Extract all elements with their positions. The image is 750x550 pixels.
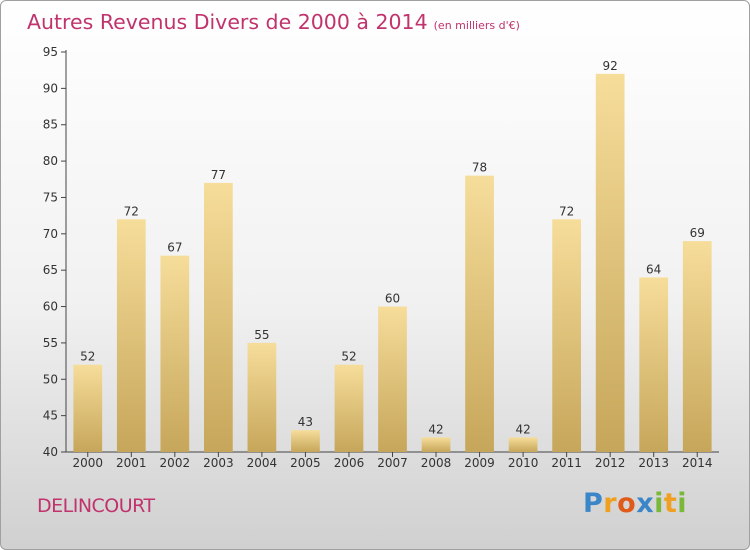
bar (421, 437, 451, 452)
x-tick-label: 2004 (247, 456, 278, 470)
data-label: 52 (80, 350, 95, 364)
y-tick-label: 80 (43, 154, 58, 168)
data-label: 42 (515, 422, 530, 436)
bar (378, 306, 407, 452)
data-label: 64 (646, 262, 661, 276)
x-tick-label: 2013 (638, 456, 669, 470)
y-tick-label: 90 (43, 81, 58, 95)
bar (247, 342, 277, 452)
data-label: 72 (559, 204, 574, 218)
data-label: 78 (472, 161, 487, 175)
bar (204, 182, 233, 452)
data-label: 55 (254, 328, 269, 342)
x-tick-label: 2010 (508, 456, 539, 470)
x-tick-label: 2006 (334, 456, 365, 470)
logo-letter: i (677, 488, 688, 519)
y-tick-label: 65 (43, 263, 58, 277)
x-tick-label: 2007 (377, 456, 408, 470)
x-tick-label: 2008 (421, 456, 452, 470)
x-tick-label: 2001 (116, 456, 147, 470)
y-tick-label: 70 (43, 227, 58, 241)
chart-subtitle: (en milliers d'€) (433, 19, 520, 32)
y-tick-label: 40 (43, 445, 58, 459)
x-tick-label: 2009 (464, 456, 495, 470)
logo-letter: P (583, 488, 604, 519)
bar (595, 73, 625, 453)
x-tick-label: 2011 (551, 456, 582, 470)
data-label: 69 (690, 226, 705, 240)
bar (116, 219, 146, 452)
commune-name: DELINCOURT (37, 495, 155, 517)
data-label: 42 (428, 422, 443, 436)
y-tick-label: 60 (43, 300, 58, 314)
logo-letter: t (663, 488, 678, 519)
y-tick-label: 75 (43, 190, 58, 204)
data-label: 72 (124, 204, 139, 218)
logo-letter: i (654, 488, 664, 519)
bar (682, 241, 712, 452)
data-label: 43 (298, 415, 313, 429)
data-label: 67 (167, 241, 182, 255)
data-label: 60 (385, 292, 400, 306)
proxiti-logo: Proxiti (583, 488, 687, 519)
chart-title-text: Autres Revenus Divers de 2000 à 2014 (27, 10, 428, 34)
y-tick-label: 95 (43, 45, 58, 59)
y-tick-label: 50 (43, 372, 58, 386)
x-tick-label: 2002 (160, 456, 191, 470)
data-label: 77 (211, 168, 226, 182)
logo-letter: x (636, 488, 655, 519)
chart-title: Autres Revenus Divers de 2000 à 2014 (en … (27, 10, 520, 34)
logo-letter: r (603, 488, 618, 519)
x-tick-label: 2012 (595, 456, 626, 470)
bar (291, 430, 320, 452)
y-tick-label: 85 (43, 118, 58, 132)
data-label: 92 (603, 59, 618, 73)
bar (334, 364, 364, 452)
x-tick-label: 2000 (72, 456, 103, 470)
x-tick-label: 2005 (290, 456, 321, 470)
data-label: 52 (341, 350, 356, 364)
bar (508, 437, 538, 452)
bar (639, 277, 669, 452)
bar (73, 364, 103, 452)
bar (160, 255, 190, 452)
bar (465, 175, 494, 453)
bar (552, 219, 581, 452)
y-tick-label: 55 (43, 336, 58, 350)
logo-letter: o (617, 488, 637, 519)
x-tick-label: 2014 (682, 456, 713, 470)
x-tick-label: 2003 (203, 456, 234, 470)
y-tick-label: 45 (43, 409, 58, 423)
